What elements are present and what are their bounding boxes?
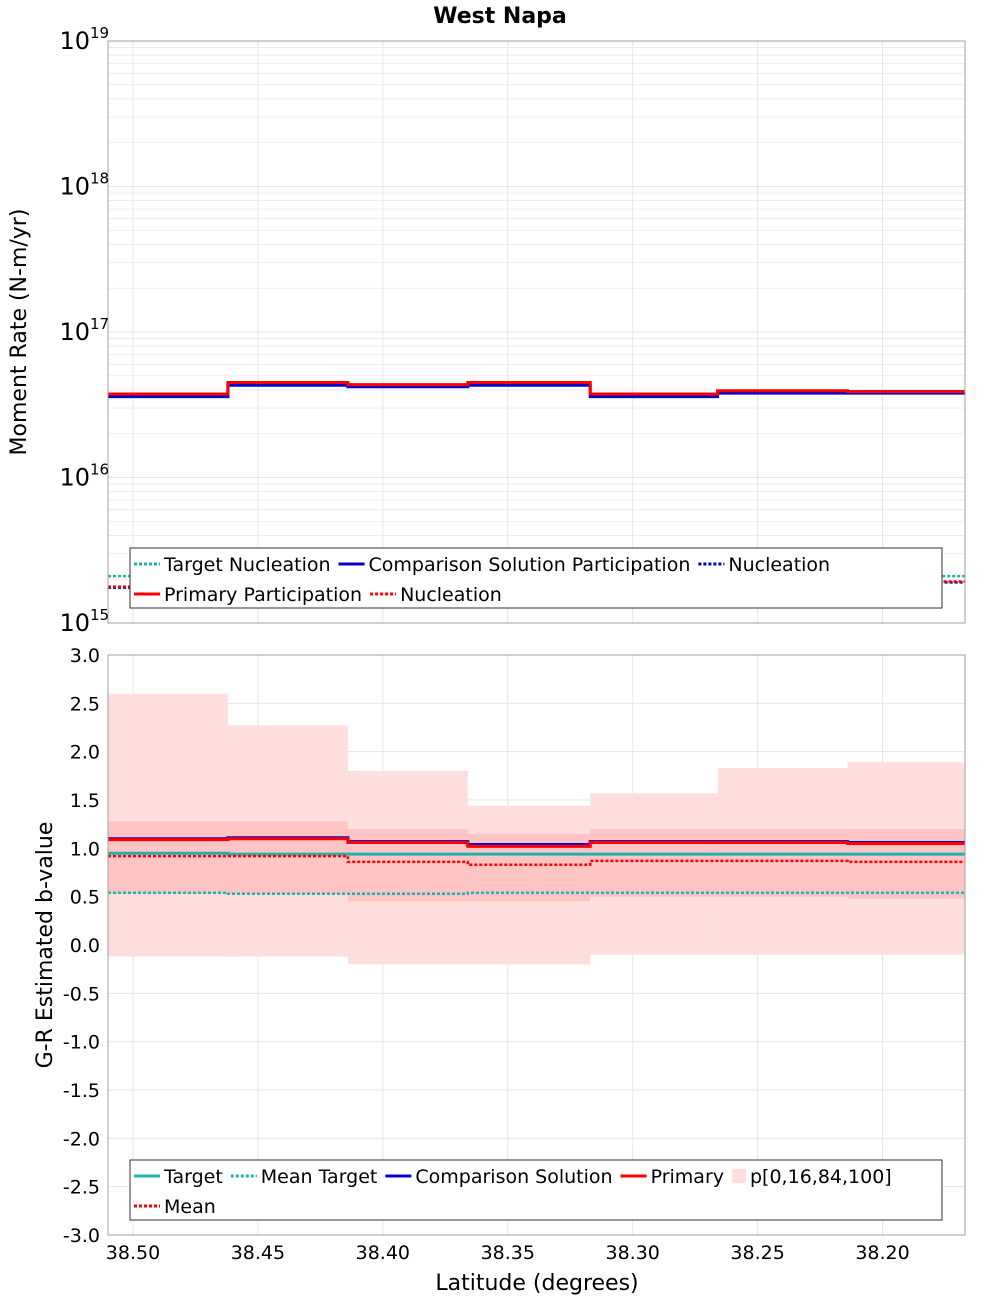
- y-tick-label: 2.0: [70, 742, 100, 764]
- band-inner-rect: [717, 829, 848, 897]
- series-line: [108, 837, 965, 848]
- band-inner-rect: [347, 829, 468, 902]
- band-inner-rect: [108, 821, 228, 894]
- b-value-panel: 3.0 2.5 2.0 1.5 1.0 0.5 0.0 -0.5 -1.0 -1.5 -2.0 -2.…: [33, 645, 966, 1264]
- band-inner-rect: [847, 829, 965, 899]
- legend-label: Comparison Solution Participation: [369, 554, 691, 576]
- y-axis-label: Moment Rate (N-m/yr): [7, 209, 32, 456]
- y-tick-label: 0.5: [70, 887, 100, 909]
- x-tick-label: 38.30: [605, 1242, 659, 1264]
- x-tick-label: 38.45: [231, 1242, 285, 1264]
- chart-title: West Napa: [433, 4, 567, 29]
- y-tick-exponent: 16: [90, 461, 109, 479]
- x-tick-label: 38.20: [855, 1242, 909, 1264]
- y-tick-label: 2.5: [70, 693, 100, 715]
- y-tick-label: 10: [59, 318, 90, 346]
- y-tick-label: -2.5: [63, 1177, 100, 1199]
- legend-label: Nucleation: [400, 584, 502, 606]
- legend-label: Target Nucleation: [163, 554, 331, 576]
- y-tick-label: -1.0: [63, 1032, 100, 1054]
- legend-label: Comparison Solution: [415, 1166, 612, 1188]
- y-tick-label: -3.0: [63, 1225, 100, 1247]
- legend-box: [129, 547, 943, 609]
- legend-label: Target: [163, 1166, 223, 1188]
- y-tick-label: 10: [59, 27, 90, 55]
- y-tick-label: 1.5: [70, 790, 100, 812]
- y-tick-label: 10: [59, 609, 90, 637]
- y-tick-label: 0.0: [70, 935, 100, 957]
- legend-swatch: [732, 1169, 746, 1183]
- series-line: [108, 891, 965, 896]
- legend-label: Primary Participation: [164, 584, 362, 606]
- y-tick-label: 1.0: [70, 838, 100, 860]
- legend-label: Mean: [164, 1196, 216, 1218]
- x-tick-label: 38.35: [481, 1242, 535, 1264]
- legend-box: [129, 1159, 943, 1221]
- y-tick-label: 10: [59, 173, 90, 201]
- series-line: [108, 381, 965, 396]
- y-tick-label: -2.0: [63, 1128, 100, 1150]
- y-tick-label: 10: [59, 464, 90, 492]
- band-inner-rect: [227, 821, 348, 894]
- y-tick-exponent: 17: [90, 315, 109, 333]
- y-tick-label: 3.0: [70, 645, 100, 667]
- y-tick-exponent: 19: [90, 24, 109, 42]
- y-tick-exponent: 18: [90, 170, 109, 188]
- legend-label: Nucleation: [728, 554, 830, 576]
- y-axis-label: G-R Estimated b-value: [33, 822, 58, 1069]
- x-tick-label: 38.50: [106, 1242, 160, 1264]
- series-line: [108, 854, 965, 867]
- y-tick-label: -1.5: [63, 1080, 100, 1102]
- x-axis-label: Latitude (degrees): [435, 1271, 638, 1296]
- legend-label: Primary: [651, 1166, 724, 1188]
- band-inner-rect: [590, 829, 718, 897]
- plot-frame: [107, 40, 966, 624]
- plot-frame: [107, 654, 966, 1236]
- y-tick-label: -0.5: [63, 983, 100, 1005]
- x-tick-label: 38.25: [730, 1242, 784, 1264]
- series-line: [108, 851, 965, 856]
- legend-label: Mean Target: [261, 1166, 378, 1188]
- x-tick-label: 38.40: [356, 1242, 410, 1264]
- y-tick-exponent: 15: [90, 606, 109, 624]
- legend-label: p[0,16,84,100]: [750, 1166, 892, 1188]
